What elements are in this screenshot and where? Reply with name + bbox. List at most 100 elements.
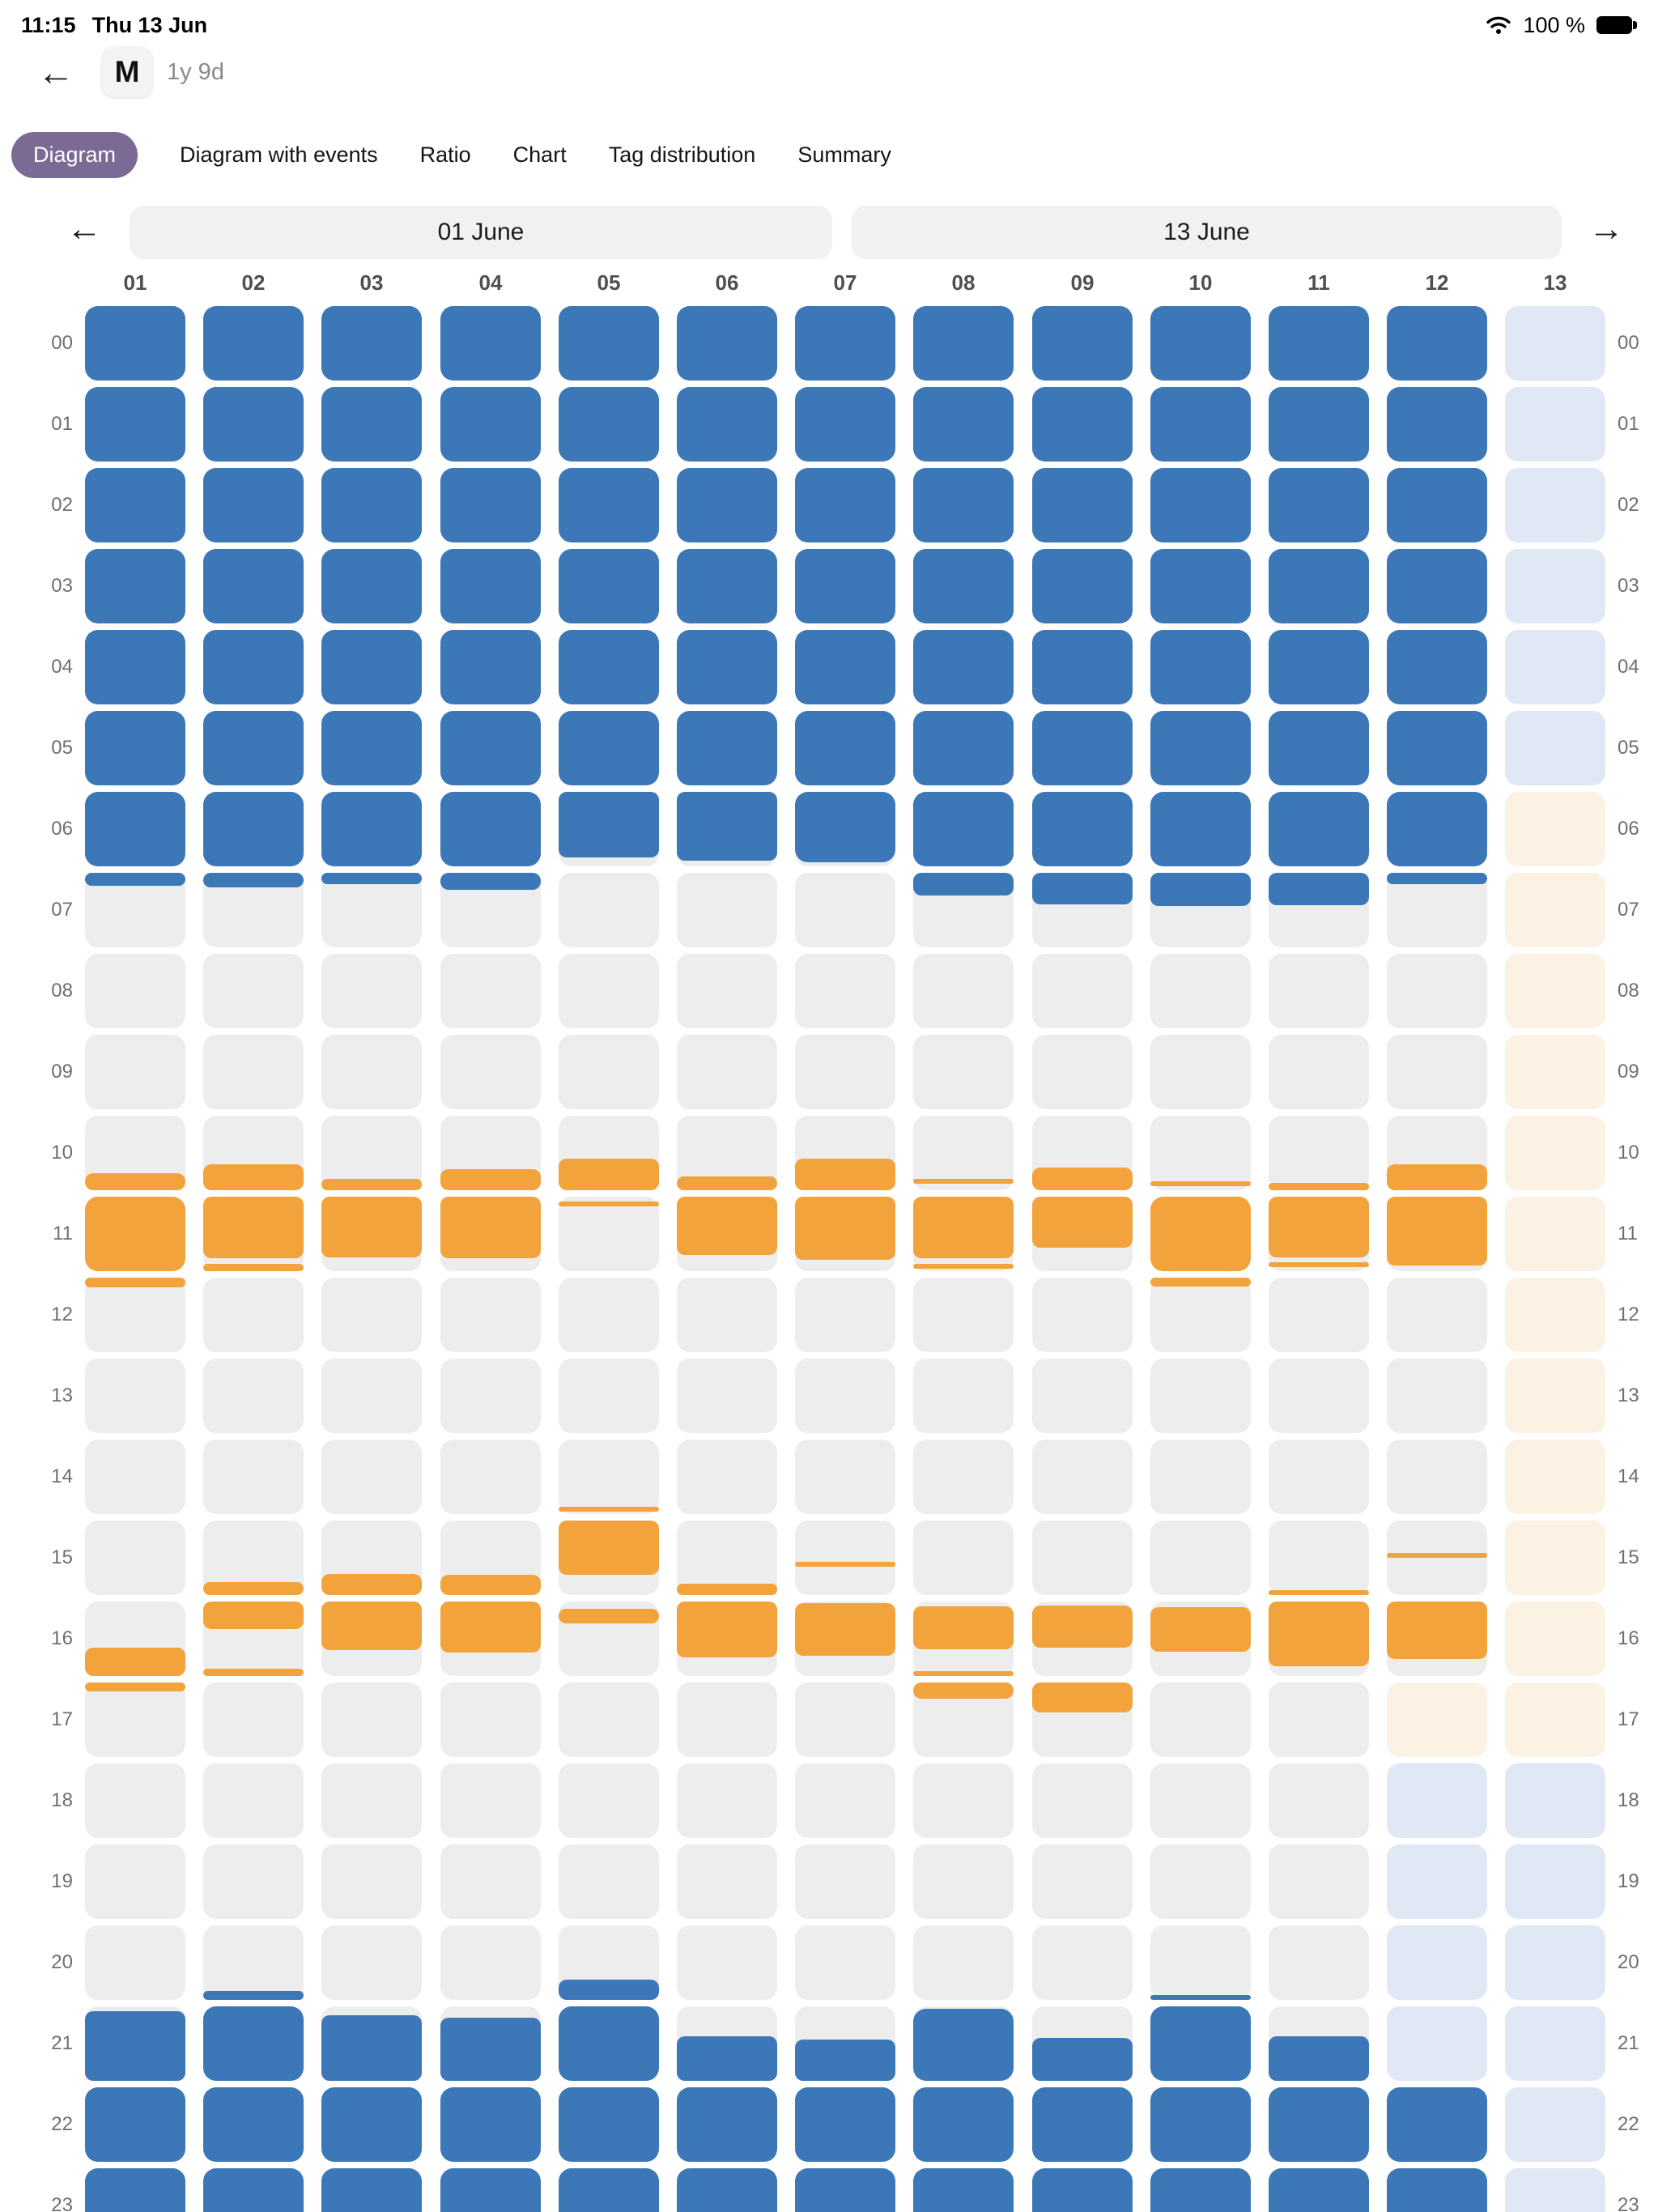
- wake-segment[interactable]: [321, 1574, 422, 1595]
- sleep-segment[interactable]: [321, 2087, 422, 2162]
- wake-segment[interactable]: [1387, 1164, 1487, 1190]
- tab-summary[interactable]: Summary: [797, 142, 891, 167]
- sleep-segment[interactable]: [1150, 711, 1251, 785]
- wake-segment[interactable]: [440, 1197, 541, 1258]
- wake-segment[interactable]: [677, 1176, 777, 1190]
- tab-tag-distribution[interactable]: Tag distribution: [608, 142, 756, 167]
- sleep-segment[interactable]: [203, 2006, 304, 2081]
- wake-segment[interactable]: [1269, 1197, 1369, 1257]
- wake-segment[interactable]: [440, 1575, 541, 1595]
- sleep-segment[interactable]: [1387, 387, 1487, 462]
- sleep-segment[interactable]: [203, 2087, 304, 2162]
- sleep-segment[interactable]: [559, 2168, 659, 2212]
- sleep-segment[interactable]: [677, 2036, 777, 2081]
- sleep-segment[interactable]: [440, 387, 541, 462]
- sleep-segment[interactable]: [440, 630, 541, 704]
- avatar[interactable]: M: [102, 47, 152, 97]
- sleep-segment[interactable]: [559, 630, 659, 704]
- wake-segment[interactable]: [85, 1648, 185, 1676]
- sleep-segment[interactable]: [203, 792, 304, 866]
- wake-segment[interactable]: [795, 1603, 895, 1656]
- sleep-segment[interactable]: [440, 306, 541, 381]
- sleep-segment[interactable]: [795, 468, 895, 542]
- wake-segment[interactable]: [440, 1169, 541, 1190]
- sleep-segment[interactable]: [1150, 792, 1251, 866]
- sleep-segment[interactable]: [203, 1991, 304, 2000]
- sleep-segment[interactable]: [321, 792, 422, 866]
- sleep-segment[interactable]: [677, 306, 777, 381]
- wake-segment[interactable]: [203, 1669, 304, 1676]
- sleep-segment[interactable]: [1032, 468, 1133, 542]
- wake-segment[interactable]: [559, 1202, 659, 1206]
- wake-segment[interactable]: [559, 1521, 659, 1575]
- sleep-segment[interactable]: [203, 711, 304, 785]
- sleep-segment[interactable]: [1032, 2168, 1133, 2212]
- sleep-segment[interactable]: [795, 2087, 895, 2162]
- sleep-segment[interactable]: [203, 873, 304, 887]
- sleep-segment[interactable]: [85, 306, 185, 381]
- sleep-segment[interactable]: [203, 468, 304, 542]
- wake-segment[interactable]: [913, 1264, 1014, 1269]
- sleep-segment[interactable]: [1150, 387, 1251, 462]
- sleep-segment[interactable]: [559, 792, 659, 857]
- sleep-segment[interactable]: [440, 549, 541, 623]
- wake-segment[interactable]: [913, 1671, 1014, 1676]
- sleep-segment[interactable]: [85, 873, 185, 886]
- sleep-segment[interactable]: [1269, 468, 1369, 542]
- sleep-segment[interactable]: [1269, 306, 1369, 381]
- sleep-segment[interactable]: [1269, 630, 1369, 704]
- sleep-segment[interactable]: [1269, 2036, 1369, 2081]
- sleep-segment[interactable]: [795, 387, 895, 462]
- sleep-segment[interactable]: [677, 630, 777, 704]
- sleep-segment[interactable]: [1387, 711, 1487, 785]
- wake-segment[interactable]: [913, 1682, 1014, 1699]
- sleep-segment[interactable]: [1032, 630, 1133, 704]
- wake-segment[interactable]: [913, 1197, 1014, 1258]
- sleep-segment[interactable]: [1387, 792, 1487, 866]
- wake-segment[interactable]: [321, 1602, 422, 1650]
- sleep-segment[interactable]: [1150, 1995, 1251, 2000]
- right-date-range[interactable]: 13 June: [852, 206, 1562, 259]
- sleep-segment[interactable]: [913, 387, 1014, 462]
- sleep-segment[interactable]: [321, 2015, 422, 2081]
- wake-segment[interactable]: [1387, 1553, 1487, 1558]
- sleep-segment[interactable]: [1269, 792, 1369, 866]
- sleep-segment[interactable]: [1387, 873, 1487, 884]
- sleep-segment[interactable]: [203, 630, 304, 704]
- wake-segment[interactable]: [203, 1164, 304, 1190]
- wake-segment[interactable]: [1150, 1607, 1251, 1652]
- sleep-segment[interactable]: [1150, 873, 1251, 906]
- sleep-segment[interactable]: [1150, 2006, 1251, 2081]
- sleep-segment[interactable]: [85, 630, 185, 704]
- wake-segment[interactable]: [1150, 1197, 1251, 1271]
- sleep-segment[interactable]: [913, 549, 1014, 623]
- sleep-segment[interactable]: [85, 2168, 185, 2212]
- back-button[interactable]: ←: [37, 51, 74, 93]
- sleep-segment[interactable]: [1269, 711, 1369, 785]
- wake-segment[interactable]: [559, 1507, 659, 1512]
- sleep-segment[interactable]: [795, 2168, 895, 2212]
- sleep-segment[interactable]: [559, 1980, 659, 2000]
- sleep-segment[interactable]: [1032, 873, 1133, 904]
- sleep-segment[interactable]: [1150, 468, 1251, 542]
- sleep-segment[interactable]: [559, 306, 659, 381]
- wake-segment[interactable]: [1032, 1168, 1133, 1190]
- sleep-segment[interactable]: [203, 387, 304, 462]
- tab-diagram[interactable]: Diagram: [11, 131, 138, 178]
- wake-segment[interactable]: [203, 1602, 304, 1629]
- sleep-segment[interactable]: [1387, 549, 1487, 623]
- sleep-segment[interactable]: [1150, 2168, 1251, 2212]
- prev-period-button[interactable]: ←: [66, 209, 102, 249]
- sleep-segment[interactable]: [440, 2018, 541, 2081]
- wake-segment[interactable]: [1387, 1602, 1487, 1659]
- wake-segment[interactable]: [440, 1602, 541, 1653]
- wake-segment[interactable]: [321, 1179, 422, 1190]
- sleep-segment[interactable]: [559, 711, 659, 785]
- wake-segment[interactable]: [913, 1179, 1014, 1184]
- sleep-segment[interactable]: [913, 306, 1014, 381]
- sleep-segment[interactable]: [440, 2168, 541, 2212]
- wake-segment[interactable]: [795, 1197, 895, 1260]
- sleep-segment[interactable]: [795, 630, 895, 704]
- sleep-segment[interactable]: [559, 2006, 659, 2081]
- next-period-button[interactable]: →: [1588, 209, 1624, 249]
